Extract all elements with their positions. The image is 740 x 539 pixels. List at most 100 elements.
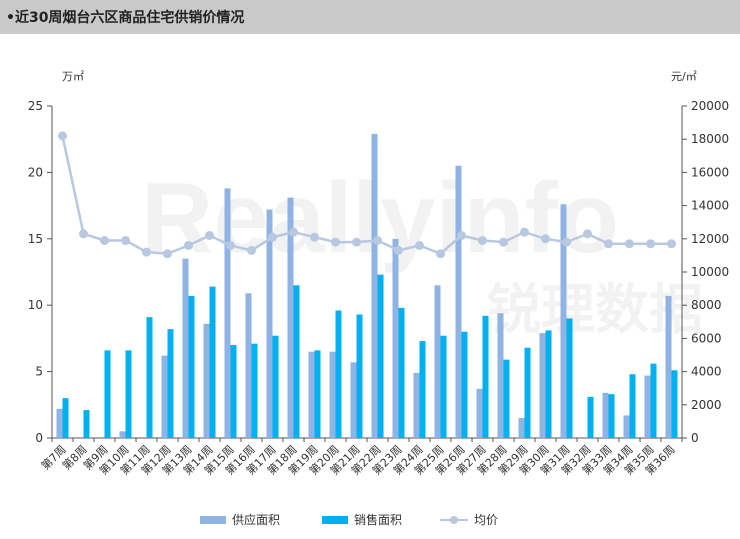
bar-supply	[476, 388, 483, 438]
price-point	[394, 245, 403, 255]
bar-sales	[566, 318, 573, 438]
price-point	[625, 239, 634, 249]
price-point	[667, 239, 676, 249]
left-tick-label: 10	[28, 298, 43, 312]
price-point	[79, 229, 88, 239]
page-title: •近30周烟台六区商品住宅供销价情况	[6, 10, 245, 26]
bar-sales	[146, 317, 153, 438]
bar-supply	[245, 293, 252, 438]
bar-supply	[350, 362, 357, 438]
right-tick-label: 18000	[691, 132, 729, 146]
price-point	[268, 232, 277, 242]
price-point	[499, 237, 508, 247]
price-point	[541, 234, 550, 244]
bar-sales	[377, 274, 384, 438]
legend-swatch-price	[440, 515, 468, 525]
bar-sales	[62, 398, 69, 438]
bar-supply	[497, 313, 504, 438]
bar-supply	[119, 431, 126, 438]
bar-supply	[560, 204, 567, 438]
price-point	[163, 249, 172, 259]
price-point	[226, 240, 235, 250]
right-tick-label: 8000	[691, 298, 722, 312]
watermark-logo: Reallyinfo	[141, 162, 619, 274]
chart-legend: 供应面积 销售面积 均价	[0, 511, 740, 531]
bar-sales	[335, 310, 342, 438]
bar-sales	[671, 370, 678, 438]
price-point	[436, 249, 445, 259]
bar-supply	[602, 392, 609, 438]
bar-supply	[308, 351, 315, 438]
price-point	[373, 235, 382, 245]
legend-label-sales: 销售面积	[354, 513, 403, 527]
bar-supply	[182, 258, 189, 438]
bar-supply	[665, 295, 672, 438]
legend-swatch-supply	[200, 515, 226, 524]
right-tick-label: 12000	[691, 232, 729, 246]
price-point	[100, 235, 109, 245]
bar-supply	[287, 197, 294, 438]
bar-sales	[230, 345, 237, 438]
left-tick-label: 15	[28, 232, 43, 246]
price-point	[478, 235, 487, 245]
bar-supply	[56, 408, 63, 438]
bar-supply	[203, 323, 210, 438]
bar-sales	[125, 350, 132, 438]
right-tick-label: 0	[691, 431, 699, 445]
bar-supply	[266, 209, 273, 438]
bar-sales	[188, 295, 195, 438]
price-point	[352, 237, 361, 247]
price-point	[562, 237, 571, 247]
bar-sales	[545, 330, 552, 438]
left-tick-label: 20	[28, 165, 43, 179]
bar-supply	[329, 351, 336, 438]
right-tick-label: 14000	[691, 199, 729, 213]
bar-sales	[314, 350, 321, 438]
bar-sales	[608, 394, 615, 438]
price-point	[520, 227, 529, 237]
price-point	[457, 230, 466, 240]
price-point	[331, 237, 340, 247]
bar-supply	[434, 285, 441, 438]
legend-item-supply: 供应面积	[200, 511, 280, 528]
bar-sales	[209, 286, 216, 438]
bar-sales	[503, 359, 510, 438]
price-point	[121, 235, 130, 245]
right-tick-label: 2000	[691, 398, 722, 412]
bar-supply	[413, 372, 420, 438]
price-point	[583, 229, 592, 239]
bar-supply	[518, 418, 525, 438]
bar-supply	[371, 133, 378, 438]
bar-sales	[629, 374, 636, 438]
price-point	[205, 230, 214, 240]
bar-sales	[650, 363, 657, 438]
bar-sales	[104, 350, 111, 438]
left-axis-unit: 万㎡	[62, 70, 84, 83]
price-point	[310, 232, 319, 242]
bar-sales	[587, 396, 594, 438]
bar-sales	[272, 335, 279, 438]
bar-supply	[455, 165, 462, 438]
bar-sales	[398, 307, 405, 438]
right-tick-label: 10000	[691, 265, 729, 279]
left-tick-label: 5	[35, 365, 43, 379]
bar-supply	[623, 415, 630, 438]
bar-sales	[419, 341, 426, 438]
bar-sales	[461, 331, 468, 438]
bar-sales	[251, 343, 258, 438]
bar-supply	[161, 355, 168, 438]
left-tick-label: 25	[28, 99, 43, 113]
bar-sales	[167, 329, 174, 438]
bar-supply	[392, 238, 399, 438]
price-point	[142, 247, 151, 257]
legend-swatch-sales	[322, 515, 348, 524]
bar-sales	[482, 315, 489, 438]
bar-sales	[83, 410, 90, 438]
legend-label-supply: 供应面积	[232, 513, 281, 527]
price-point	[58, 131, 67, 141]
price-point	[289, 227, 298, 237]
bar-supply	[224, 188, 231, 438]
legend-item-price: 均价	[440, 511, 498, 528]
legend-item-sales: 销售面积	[322, 511, 402, 528]
